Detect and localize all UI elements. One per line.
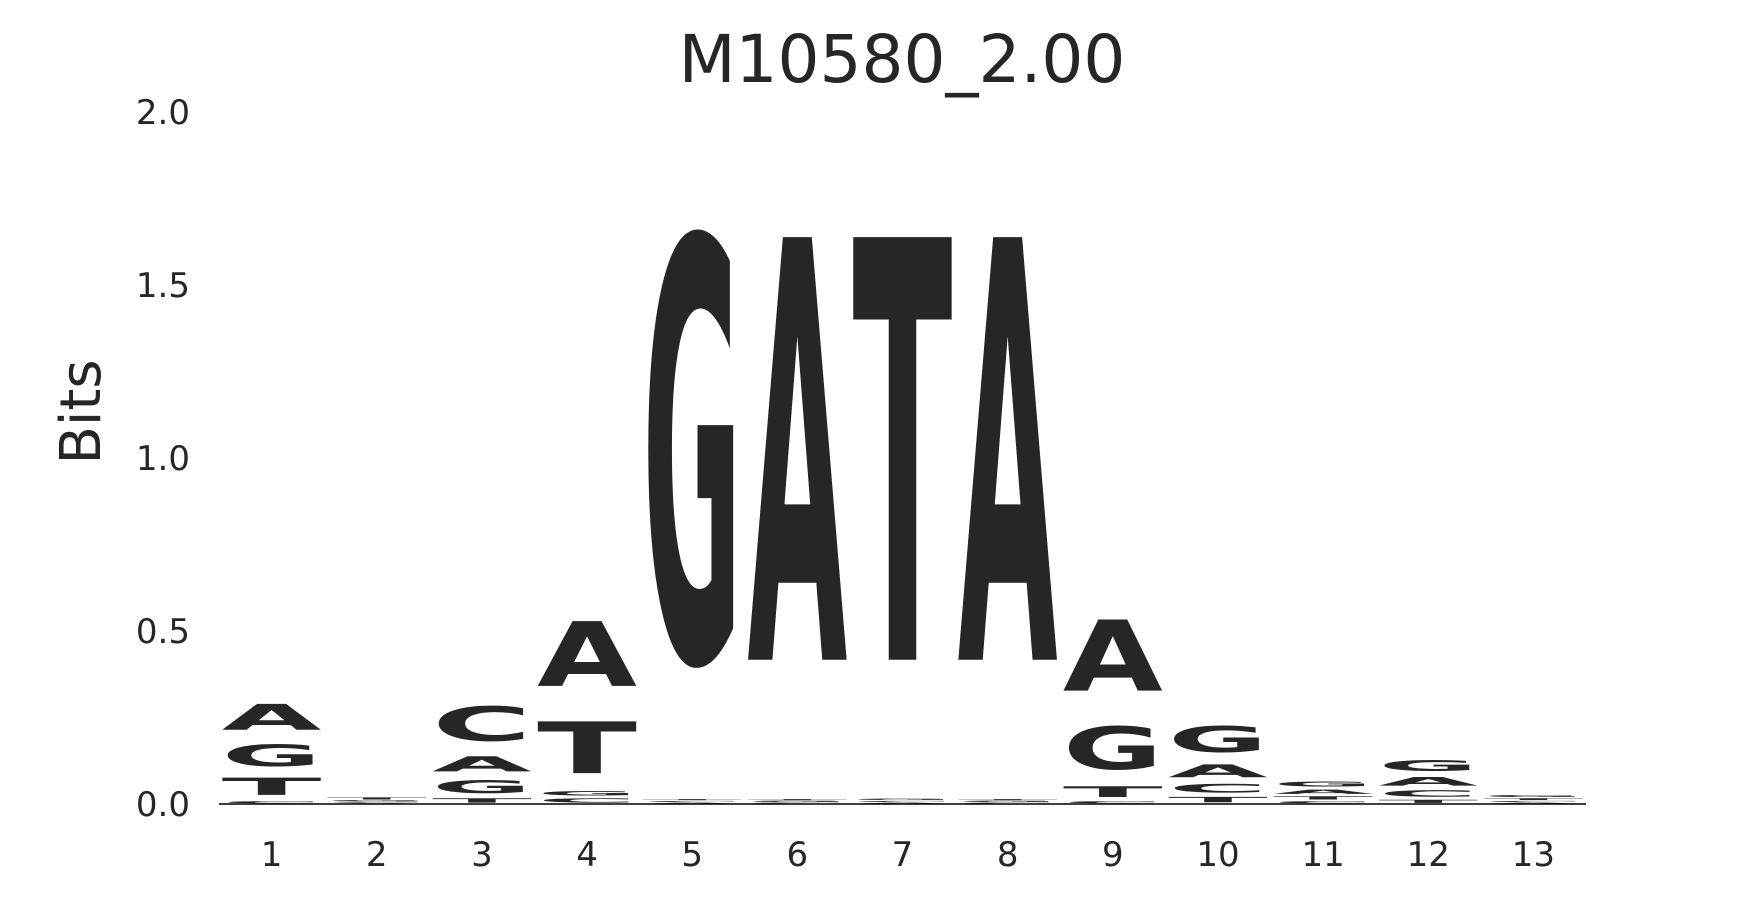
- logo-letter: A: [537, 604, 637, 707]
- logo-letter: G: [1273, 780, 1373, 789]
- logo-letter: C: [1378, 788, 1478, 798]
- logo-letter: C: [853, 801, 953, 803]
- logo-letter: T: [327, 797, 427, 800]
- logo-letter: G: [327, 800, 427, 802]
- logo-letter: C: [327, 802, 427, 803]
- chart-title: M10580_2.00: [679, 21, 1126, 98]
- logo-letter: G: [958, 801, 1058, 803]
- logo-letter: A: [432, 752, 533, 776]
- logo-letter: C: [958, 802, 1058, 804]
- logo-letter: C: [222, 801, 322, 804]
- logo-letter: G: [222, 738, 322, 772]
- logo-letter: T: [1378, 799, 1478, 804]
- logo-letter: T: [1273, 795, 1373, 800]
- x-tick-label: 12: [1407, 835, 1450, 875]
- logo-letter: G: [432, 776, 532, 797]
- logo-letter: A: [1063, 600, 1163, 713]
- logo-letter: C: [537, 797, 637, 804]
- logo-letter: A: [222, 697, 322, 738]
- x-tick-label: 6: [787, 835, 809, 875]
- x-tick-label: 10: [1196, 835, 1239, 875]
- x-tick-label: 1: [261, 835, 283, 875]
- logo-letter: A: [327, 803, 427, 804]
- x-tick-label: 13: [1512, 835, 1555, 875]
- logo-letter: C: [1273, 801, 1373, 804]
- logo-letter: G: [1063, 714, 1163, 783]
- logo-letter: G: [747, 801, 847, 803]
- logo-letter: G: [1483, 794, 1583, 797]
- logo-letter: G: [1168, 720, 1268, 761]
- x-tick-label: 5: [681, 835, 703, 875]
- x-tick-label: 9: [1102, 835, 1124, 875]
- logo-letter: G: [537, 790, 637, 797]
- logo-letter: A: [1378, 775, 1478, 789]
- y-tick-label: 1.0: [136, 439, 190, 479]
- x-tick-label: 8: [997, 835, 1019, 875]
- x-tick-label: 3: [471, 835, 493, 875]
- logo-letter: A: [853, 802, 953, 804]
- x-tick-label: 4: [576, 835, 598, 875]
- logo-letter: A: [1483, 802, 1583, 804]
- y-tick-label: 0.5: [136, 612, 190, 652]
- logo-letter: T: [1483, 798, 1583, 801]
- logo-letter: C: [432, 697, 532, 752]
- logo-letter: T: [853, 122, 954, 797]
- y-tick-label: 1.5: [136, 266, 190, 306]
- logo-letter: G: [642, 121, 742, 796]
- logo-letter: G: [853, 799, 953, 801]
- logo-letter: T: [1168, 795, 1268, 804]
- x-tick-label: 2: [366, 835, 388, 875]
- logo-letter: T: [537, 708, 637, 791]
- logo-letter: T: [1063, 783, 1163, 800]
- x-tick-label: 11: [1301, 835, 1344, 875]
- logo-letter: C: [642, 801, 742, 803]
- logo-letter: T: [642, 799, 742, 801]
- logo-letter: A: [642, 802, 742, 804]
- y-tick-label: 2.0: [136, 93, 190, 133]
- logo-letter: T: [222, 773, 322, 801]
- logo-letter: G: [1378, 758, 1478, 775]
- logo-letter: A: [1168, 761, 1268, 782]
- y-axis-label: Bits: [49, 359, 114, 464]
- x-tick-label: 7: [892, 835, 914, 875]
- logo-letter: T: [958, 799, 1058, 801]
- y-tick-label: 0.0: [136, 785, 190, 825]
- logo-letter: T: [432, 797, 532, 804]
- logo-letter: T: [747, 799, 847, 801]
- logo-letter: A: [1273, 788, 1373, 795]
- logo-letter: A: [958, 123, 1059, 798]
- logo-letter: C: [1063, 801, 1163, 804]
- logo-letter: A: [747, 123, 848, 798]
- logo-letter: C: [747, 802, 847, 804]
- logo-letter: C: [1168, 781, 1268, 795]
- logo-letter: C: [1483, 801, 1583, 803]
